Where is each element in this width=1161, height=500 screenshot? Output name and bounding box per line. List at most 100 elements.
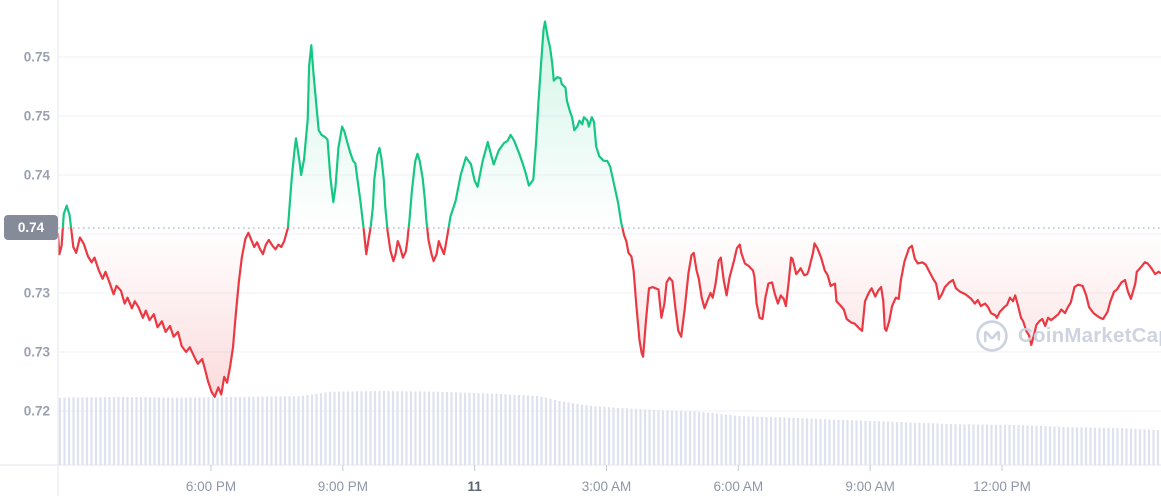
volume-bar [130,397,134,465]
volume-bar [432,391,435,465]
volume-bar [1048,426,1052,465]
volume-bar [319,393,323,465]
volume-bar [292,396,296,465]
volume-bar [634,408,638,465]
x-axis-label[interactable]: 3:00 AM [582,479,632,494]
volume-bar [486,393,489,465]
volume-bar [859,420,863,465]
y-axis-label[interactable]: 0.74 [24,168,51,183]
volume-bar [409,391,413,465]
volume-bar [535,396,539,465]
volume-bar [63,397,66,465]
volume-bar [1143,429,1146,465]
volume-bar [301,395,305,465]
volume-bar [1017,425,1020,465]
volume-bar [189,397,192,465]
volume-bar [598,406,602,465]
volume-bar [684,411,687,465]
volume-bar [126,397,129,465]
volume-bar [603,406,606,465]
volume-bar [841,420,845,465]
x-axis-label[interactable]: 11 [468,479,483,494]
volume-bar [702,412,705,465]
volume-bar [184,397,188,465]
current-price-label: 0.74 [17,220,45,235]
volume-bar [1026,425,1029,465]
volume-bar [904,422,908,465]
volume-bar [1071,427,1074,465]
y-axis-label[interactable]: 0.72 [24,404,50,419]
volume-bar [747,416,750,465]
volume-bar [283,396,287,465]
volume-bar [216,397,219,465]
y-axis-label[interactable]: 0.75 [24,50,51,65]
volume-bar [454,392,458,465]
volume-bar [909,422,912,465]
x-axis-label[interactable]: 6:00 AM [714,479,764,494]
volume-bar [670,410,674,465]
x-axis-label[interactable]: 9:00 PM [318,479,368,494]
volume-bar [972,424,975,465]
volume-bar [162,397,165,465]
y-axis-label[interactable]: 0.73 [24,286,51,301]
volume-bar [1053,426,1056,465]
volume-bar [373,391,377,465]
volume-bar [675,410,678,465]
volume-bar [499,394,503,465]
volume-bar [1021,425,1025,465]
volume-bar [774,417,777,465]
y-axis-label[interactable]: 0.75 [24,109,51,124]
volume-bar [85,397,89,465]
volume-bar [472,393,476,465]
volume-bar [58,397,62,465]
volume-bar [508,394,512,465]
volume-bar [580,404,584,465]
volume-bar [729,415,732,465]
x-axis-label[interactable]: 12:00 PM [973,479,1031,494]
volume-bar [724,414,728,465]
volume-bar [315,393,318,465]
volume-bar [337,391,341,465]
volume-bar [108,397,111,465]
volume-bar [882,421,885,465]
volume-bar [832,419,836,465]
volume-bar [958,424,962,465]
x-axis-label[interactable]: 9:00 AM [845,479,895,494]
volume-bar [270,396,273,465]
volume-bar [900,422,903,465]
volume-bar [567,402,570,465]
volume-bar [760,416,764,465]
volume-bar [688,411,692,465]
volume-bar [495,393,498,465]
volume-bar [612,407,615,465]
volume-bar [324,392,327,465]
volume-bar [261,396,264,465]
volume-bar [1089,427,1092,465]
x-axis-label[interactable]: 6:00 PM [186,479,236,494]
volume-bar [913,422,917,465]
volume-bars [58,391,1160,465]
volume-bar [220,397,224,465]
volume-bar [783,417,786,465]
volume-bar [211,397,215,465]
volume-bar [436,391,440,465]
volume-bar [198,397,201,465]
volume-bar [652,409,656,465]
volume-bar [1156,430,1160,465]
volume-bar [967,424,971,465]
volume-bar [711,413,714,465]
volume-bar [256,396,260,465]
volume-bar [1080,427,1083,465]
volume-bar [648,409,651,465]
volume-bar [954,424,957,465]
volume-bar [175,397,179,465]
volume-bar [715,413,719,465]
volume-bar [148,397,152,465]
volume-bar [549,398,552,465]
y-axis-label[interactable]: 0.73 [24,345,51,360]
volume-bar [207,397,210,465]
volume-bar [1008,424,1011,465]
volume-bar [940,423,944,465]
volume-bar [441,391,444,465]
